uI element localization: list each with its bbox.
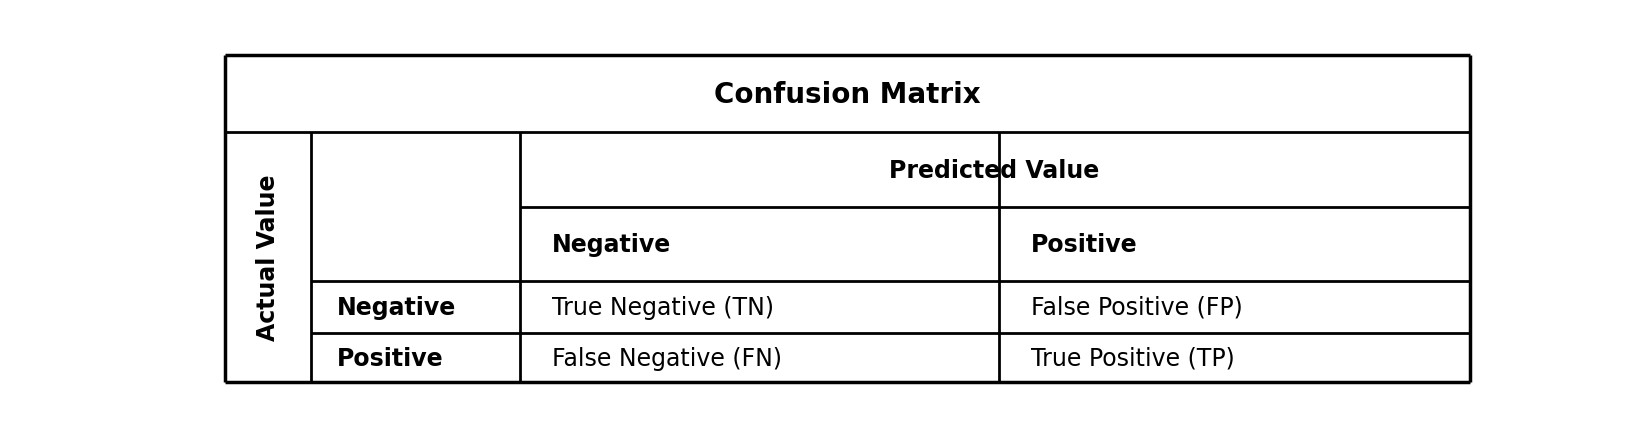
Text: Confusion Matrix: Confusion Matrix <box>714 81 980 108</box>
Text: True Positive (TP): True Positive (TP) <box>1031 346 1234 370</box>
Text: False Positive (FP): False Positive (FP) <box>1031 295 1242 319</box>
Text: False Negative (FN): False Negative (FN) <box>551 346 782 370</box>
Text: Negative: Negative <box>337 295 455 319</box>
Text: True Negative (TN): True Negative (TN) <box>551 295 774 319</box>
Text: Positive: Positive <box>1031 232 1137 256</box>
Text: Actual Value: Actual Value <box>256 174 280 341</box>
Text: Predicted Value: Predicted Value <box>889 158 1099 182</box>
Text: Negative: Negative <box>551 232 672 256</box>
Text: Positive: Positive <box>337 346 444 370</box>
